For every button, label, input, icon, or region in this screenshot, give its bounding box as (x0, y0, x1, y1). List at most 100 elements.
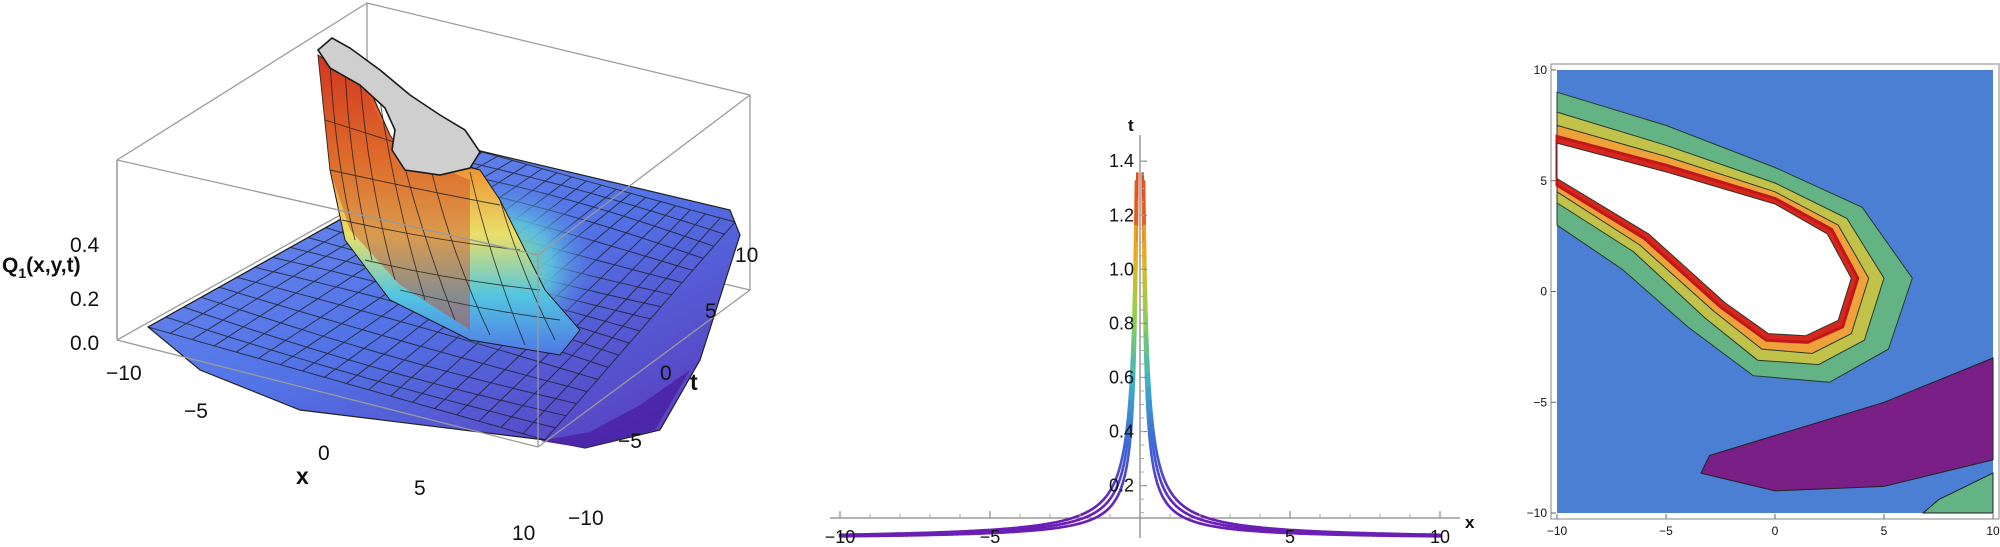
curve-segment (1132, 287, 1136, 316)
curve-segment (1132, 257, 1137, 291)
curve-segment (1131, 350, 1135, 372)
curve-segment (1145, 313, 1149, 338)
x-tick-label: −10 (825, 527, 856, 547)
curve-segment (1148, 384, 1152, 401)
curve-segment (1130, 368, 1135, 388)
y-tick-label: 0.8 (1109, 313, 1134, 333)
y-tick-label: 0.2 (1109, 476, 1134, 496)
contour-plot: −10 −5 0 5 10 10 5 0 −5 −10 (1527, 63, 2000, 538)
curve-segment (1133, 222, 1137, 261)
mesh-line (165, 316, 556, 429)
curve-segment (1149, 397, 1153, 412)
curve-segment (1145, 388, 1149, 406)
curve-segment (1146, 415, 1150, 430)
curve-segment (1132, 351, 1137, 374)
mesh-line (500, 213, 706, 428)
curve-segment (1144, 287, 1148, 316)
surface-spike (317, 53, 581, 356)
curve-segment (1149, 408, 1154, 422)
curve-segment (1145, 350, 1149, 372)
curve-segment (1144, 371, 1148, 391)
t-tick-label: −10 (568, 507, 604, 530)
t-tick-label: 0 (660, 362, 672, 385)
x-tick-label: −5 (1659, 524, 1673, 538)
y-axis-label: t (1128, 116, 1134, 135)
curve-segment (1124, 427, 1129, 439)
x-tick-label: 5 (414, 477, 426, 500)
contour-low-region (1700, 357, 1994, 492)
z-axis-label: Q1(x,y,t) (2, 254, 81, 281)
curve-segment (1127, 421, 1131, 433)
curve-segment (1134, 179, 1138, 225)
curve-segment (1149, 430, 1154, 442)
curve-segment (1143, 351, 1148, 374)
curve-segment (1147, 398, 1151, 414)
y-tick-label: −10 (1527, 506, 1548, 520)
curve-segment (1130, 402, 1135, 419)
y-tick-label: 1.4 (1109, 151, 1134, 171)
surface-plot-panel: 0.4 0.2 0.0 Q1(x,y,t) −10 −5 0 5 10 x 10… (0, 0, 760, 547)
line-plot-ticks: −10 −5 5 10 0.2 0.4 0.6 0.8 1.0 1.2 1.4 (825, 151, 1450, 547)
y-tick-label: 1.0 (1109, 259, 1134, 279)
y-tick-label: −5 (1533, 395, 1547, 409)
curve-segment (1130, 335, 1135, 357)
x-axis-label: x (296, 463, 309, 489)
contour-band (1556, 142, 1852, 337)
y-tick-label: 0 (1540, 285, 1547, 299)
y-tick-label: 10 (1534, 63, 1548, 77)
contour-plot-ticks: −10 −5 0 5 10 10 5 0 −5 −10 (1527, 63, 2000, 538)
curve-segment (1132, 371, 1136, 391)
curve-segment (1148, 436, 1152, 448)
y-tick-label: 5 (1540, 174, 1547, 188)
x-tick-label: 10 (1986, 524, 2000, 538)
x-tick-label: 5 (1881, 524, 1888, 538)
y-tick-label: 0.4 (1109, 422, 1134, 442)
curve-segment (1143, 222, 1147, 261)
curve-segment (1142, 179, 1146, 225)
y-tick-label: 1.2 (1109, 205, 1134, 225)
curve-segment (1131, 388, 1135, 406)
curve-segment (1125, 418, 1130, 431)
curve-segment (1147, 426, 1151, 439)
curve-segment (1145, 402, 1150, 419)
curve-segment (1130, 384, 1134, 402)
mesh-line (201, 296, 577, 405)
curve-segment (1145, 368, 1150, 388)
y-tick-label: 0.6 (1109, 367, 1134, 387)
curve-segment (1145, 335, 1150, 357)
x-tick-label: 5 (1285, 527, 1295, 547)
curve-segment (1129, 426, 1133, 439)
curve-segment (1149, 421, 1153, 433)
surface-plot: 0.4 0.2 0.0 Q1(x,y,t) −10 −5 0 5 10 x 10… (2, 2, 758, 545)
curve-segment (1128, 384, 1132, 401)
x-tick-label: 10 (1430, 527, 1450, 547)
x-tick-label: −5 (980, 527, 1001, 547)
x-tick-label: −5 (184, 400, 208, 423)
curve-segment (1129, 398, 1133, 414)
mesh-line (522, 217, 721, 435)
t-tick-label: 5 (705, 300, 717, 323)
mesh-line (544, 221, 736, 441)
x-tick-label: −10 (106, 362, 142, 385)
curve-segment (1146, 384, 1150, 402)
box-front-edges (116, 94, 751, 448)
contour-plot-panel: −10 −5 0 5 10 10 5 0 −5 −10 (1495, 0, 2000, 547)
curve-segment (1146, 354, 1150, 374)
curve-segment (1126, 430, 1131, 442)
curve-segment (1130, 354, 1134, 374)
x-tick-label: 0 (1772, 524, 1779, 538)
curve-segment (1126, 408, 1131, 422)
x-tick-label: −10 (1547, 524, 1568, 538)
line-plot: −10 −5 5 10 0.2 0.4 0.6 0.8 1.0 1.2 1.4 t x (825, 116, 1475, 547)
curve-segment (1150, 418, 1155, 431)
curve-segment (1148, 410, 1152, 424)
curve-segment (1147, 370, 1151, 388)
contour-plot-area (1550, 63, 2000, 520)
x-tick-label: 10 (512, 522, 535, 545)
mesh-line (450, 157, 725, 235)
z-axis-ticks: 0.4 0.2 0.0 (70, 234, 100, 355)
line-plot-panel: −10 −5 5 10 0.2 0.4 0.6 0.8 1.0 1.2 1.4 t x (790, 0, 1490, 547)
mesh-line (478, 209, 691, 422)
line-plot-curves (838, 172, 1442, 538)
t-axis-label: t (690, 369, 698, 395)
